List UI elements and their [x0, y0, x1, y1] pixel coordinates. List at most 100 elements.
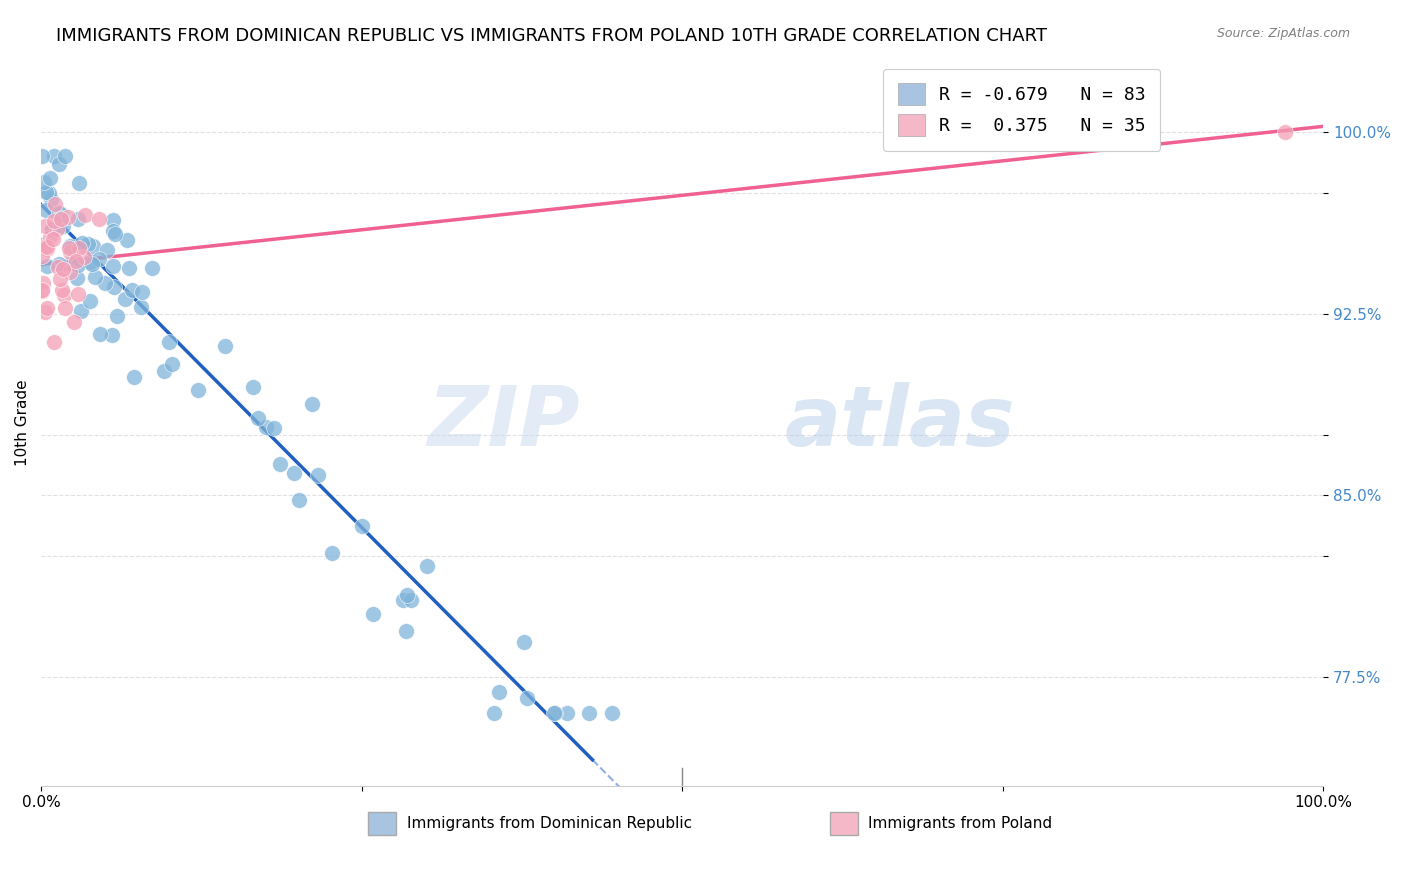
Point	[242, 380, 264, 394]
Point	[283, 466, 305, 480]
Point	[131, 285, 153, 300]
Point	[31, 249, 53, 263]
Point	[121, 283, 143, 297]
Point	[38, 186, 60, 200]
Point	[416, 559, 439, 574]
FancyBboxPatch shape	[368, 812, 396, 835]
Point	[160, 357, 183, 371]
Point	[35, 239, 58, 253]
Text: ZIP: ZIP	[427, 382, 579, 463]
Point	[263, 420, 285, 434]
Point	[395, 588, 418, 602]
Point	[73, 250, 96, 264]
Point	[82, 238, 104, 252]
Point	[39, 230, 62, 244]
Point	[35, 202, 58, 217]
Point	[79, 255, 101, 269]
Point	[352, 519, 374, 533]
Point	[49, 272, 72, 286]
Point	[79, 293, 101, 308]
Point	[48, 205, 70, 219]
Point	[59, 265, 82, 279]
Point	[39, 192, 62, 206]
Point	[269, 458, 291, 472]
Point	[87, 212, 110, 227]
Text: IMMIGRANTS FROM DOMINICAN REPUBLIC VS IMMIGRANTS FROM POLAND 10TH GRADE CORRELAT: IMMIGRANTS FROM DOMINICAN REPUBLIC VS IM…	[56, 27, 1047, 45]
Point	[31, 283, 53, 297]
Point	[51, 283, 73, 297]
Point	[66, 287, 89, 301]
Point	[62, 315, 84, 329]
Point	[101, 260, 124, 274]
Point	[321, 546, 343, 560]
Point	[287, 493, 309, 508]
Point	[65, 254, 87, 268]
Text: Immigrants from Poland: Immigrants from Poland	[868, 816, 1052, 831]
Y-axis label: 10th Grade: 10th Grade	[15, 379, 30, 466]
Point	[578, 706, 600, 720]
Point	[56, 211, 79, 225]
Point	[214, 339, 236, 353]
Point	[94, 276, 117, 290]
Point	[44, 335, 66, 350]
Point	[363, 607, 385, 621]
Point	[65, 270, 87, 285]
Point	[513, 635, 536, 649]
Point	[118, 261, 141, 276]
Point	[59, 239, 82, 253]
Text: Immigrants from Dominican Republic: Immigrants from Dominican Republic	[406, 816, 692, 831]
Point	[37, 260, 59, 274]
Point	[307, 468, 329, 483]
Point	[52, 219, 75, 233]
Point	[89, 327, 111, 342]
Point	[101, 213, 124, 227]
Point	[153, 364, 176, 378]
Point	[103, 280, 125, 294]
Point	[53, 149, 76, 163]
FancyBboxPatch shape	[830, 812, 858, 835]
Point	[246, 411, 269, 425]
Point	[84, 269, 107, 284]
Point	[391, 593, 413, 607]
Point	[48, 257, 70, 271]
Point	[52, 288, 75, 302]
Point	[37, 243, 59, 257]
Point	[35, 185, 58, 199]
Point	[44, 214, 66, 228]
Point	[51, 212, 73, 227]
Point	[66, 258, 89, 272]
Point	[42, 232, 65, 246]
Point	[103, 224, 125, 238]
Point	[543, 706, 565, 720]
Point	[96, 243, 118, 257]
Point	[41, 221, 63, 235]
Point	[46, 221, 69, 235]
Point	[555, 706, 578, 720]
Point	[141, 261, 163, 276]
Point	[34, 219, 56, 233]
Point	[37, 301, 59, 315]
Text: Source: ZipAtlas.com: Source: ZipAtlas.com	[1216, 27, 1350, 40]
Point	[32, 175, 55, 189]
Point	[254, 419, 277, 434]
Point	[55, 301, 77, 315]
Point	[395, 624, 418, 639]
Point	[35, 240, 58, 254]
Point	[58, 241, 80, 255]
Point	[66, 211, 89, 226]
Point	[39, 171, 62, 186]
Point	[49, 207, 72, 221]
Point	[104, 227, 127, 242]
Point	[544, 706, 567, 720]
Point	[516, 691, 538, 706]
Point	[187, 383, 209, 397]
Point	[34, 304, 56, 318]
Point	[114, 293, 136, 307]
Point	[80, 257, 103, 271]
Point	[105, 309, 128, 323]
Point	[31, 284, 53, 298]
Point	[600, 706, 623, 720]
Point	[301, 397, 323, 411]
Point	[1274, 125, 1296, 139]
Point	[52, 262, 75, 277]
